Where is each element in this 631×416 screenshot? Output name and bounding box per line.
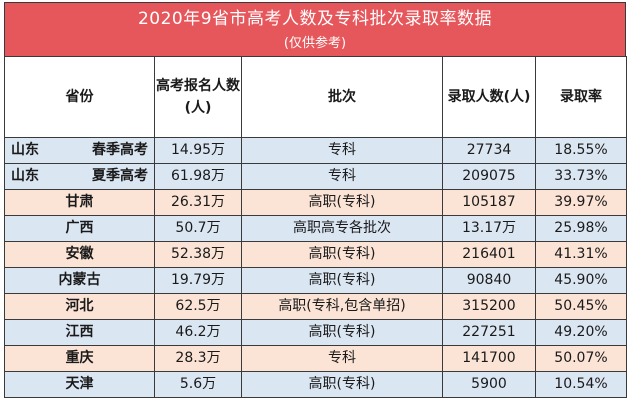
cell-province: 重庆	[4, 345, 155, 372]
cell-rate: 25.98%	[535, 215, 627, 242]
cell-applicants: 62.5万	[154, 293, 242, 320]
cell-batch: 高职(专科)	[241, 189, 443, 216]
table-row: 内蒙古 19.79万 高职(专科) 90840 45.90%	[4, 267, 627, 294]
table-row: 江西 46.2万 高职(专科) 227251 49.20%	[4, 319, 627, 346]
cell-admitted: 227251	[442, 319, 536, 346]
cell-batch: 高职(专科,包含单招)	[241, 293, 443, 320]
column-header-row: 省份 高考报名人数(人) 批次 录取人数(人) 录取率	[4, 56, 627, 138]
cell-admitted: 209075	[442, 163, 536, 190]
cell-applicants: 26.31万	[154, 189, 242, 216]
cell-rate: 39.97%	[535, 189, 627, 216]
cell-applicants: 28.3万	[154, 345, 242, 372]
cell-rate: 41.31%	[535, 241, 627, 268]
table-row: 天津 5.6万 高职(专科) 5900 10.54%	[4, 371, 627, 398]
province-name: 安徽	[65, 246, 94, 262]
province-name: 甘肃	[65, 194, 94, 210]
cell-rate: 10.54%	[535, 371, 627, 398]
cell-province: 内蒙古	[4, 267, 155, 294]
cell-province: 广西	[4, 215, 155, 242]
province-name: 天津	[65, 376, 94, 392]
col-header-applicants: 高考报名人数(人)	[154, 56, 242, 138]
cell-applicants: 52.38万	[154, 241, 242, 268]
cell-rate: 33.73%	[535, 163, 627, 190]
province-split: 山东 春季高考	[6, 139, 154, 163]
province-name: 江西	[65, 324, 94, 340]
cell-province: 甘肃	[4, 189, 155, 216]
cell-applicants: 61.98万	[154, 163, 242, 190]
cell-rate: 45.90%	[535, 267, 627, 294]
admission-table: 省份 高考报名人数(人) 批次 录取人数(人) 录取率 山东 春季高考 14.95万…	[4, 56, 627, 398]
cell-rate: 18.55%	[535, 137, 627, 164]
cell-admitted: 5900	[442, 371, 536, 398]
cell-admitted: 105187	[442, 189, 536, 216]
table-header-banner: 2020年9省市高考人数及专科批次录取率数据 (仅供参考)	[4, 2, 626, 56]
province-name: 广西	[65, 220, 94, 236]
cell-province: 安徽	[4, 241, 155, 268]
table-row: 甘肃 26.31万 高职(专科) 105187 39.97%	[4, 189, 627, 216]
province-name: 河北	[65, 298, 94, 314]
cell-applicants: 19.79万	[154, 267, 242, 294]
cell-province: 天津	[4, 371, 155, 398]
table-subtitle: (仅供参考)	[283, 36, 347, 51]
table-row: 广西 50.7万 高职高专各批次 13.17万 25.98%	[4, 215, 627, 242]
cell-batch: 专科	[241, 163, 443, 190]
cell-admitted: 315200	[442, 293, 536, 320]
cell-rate: 50.45%	[535, 293, 627, 320]
table-row: 山东 夏季高考 61.98万 专科 209075 33.73%	[4, 163, 627, 190]
cell-admitted: 27734	[442, 137, 536, 164]
cell-rate: 49.20%	[535, 319, 627, 346]
cell-batch: 高职(专科)	[241, 371, 443, 398]
province-sub: 夏季高考	[92, 168, 148, 184]
province-name: 山东	[11, 142, 39, 158]
province-name: 山东	[11, 168, 39, 184]
cell-batch: 高职高专各批次	[241, 215, 443, 242]
cell-province: 河北	[4, 293, 155, 320]
cell-province: 江西	[4, 319, 155, 346]
province-name: 重庆	[65, 350, 94, 366]
cell-province: 山东 夏季高考	[4, 163, 155, 190]
cell-batch: 高职(专科)	[241, 319, 443, 346]
table-body: 山东 春季高考 14.95万 专科 27734 18.55% 山东 夏季高考 61.98万 专科 2…	[4, 137, 627, 398]
cell-applicants: 5.6万	[154, 371, 242, 398]
col-header-province: 省份	[4, 56, 155, 138]
cell-applicants: 50.7万	[154, 215, 242, 242]
cell-batch: 高职(专科)	[241, 241, 443, 268]
table-row: 安徽 52.38万 高职(专科) 216401 41.31%	[4, 241, 627, 268]
cell-applicants: 14.95万	[154, 137, 242, 164]
cell-admitted: 141700	[442, 345, 536, 372]
cell-batch: 专科	[241, 345, 443, 372]
cell-province: 山东 春季高考	[4, 137, 155, 164]
table-row: 山东 春季高考 14.95万 专科 27734 18.55%	[4, 137, 627, 164]
table-title: 2020年9省市高考人数及专科批次录取率数据	[137, 9, 493, 29]
cell-rate: 50.07%	[535, 345, 627, 372]
table-row: 重庆 28.3万 专科 141700 50.07%	[4, 345, 627, 372]
province-sub: 春季高考	[92, 142, 148, 158]
province-name: 内蒙古	[58, 272, 101, 288]
cell-batch: 高职(专科)	[241, 267, 443, 294]
col-header-batch: 批次	[241, 56, 443, 138]
cell-admitted: 13.17万	[442, 215, 536, 242]
col-header-admitted: 录取人数(人)	[442, 56, 536, 138]
cell-batch: 专科	[241, 137, 443, 164]
province-split: 山东 夏季高考	[6, 165, 154, 189]
cell-admitted: 90840	[442, 267, 536, 294]
cell-admitted: 216401	[442, 241, 536, 268]
cell-applicants: 46.2万	[154, 319, 242, 346]
table-row: 河北 62.5万 高职(专科,包含单招) 315200 50.45%	[4, 293, 627, 320]
col-header-rate: 录取率	[535, 56, 627, 138]
